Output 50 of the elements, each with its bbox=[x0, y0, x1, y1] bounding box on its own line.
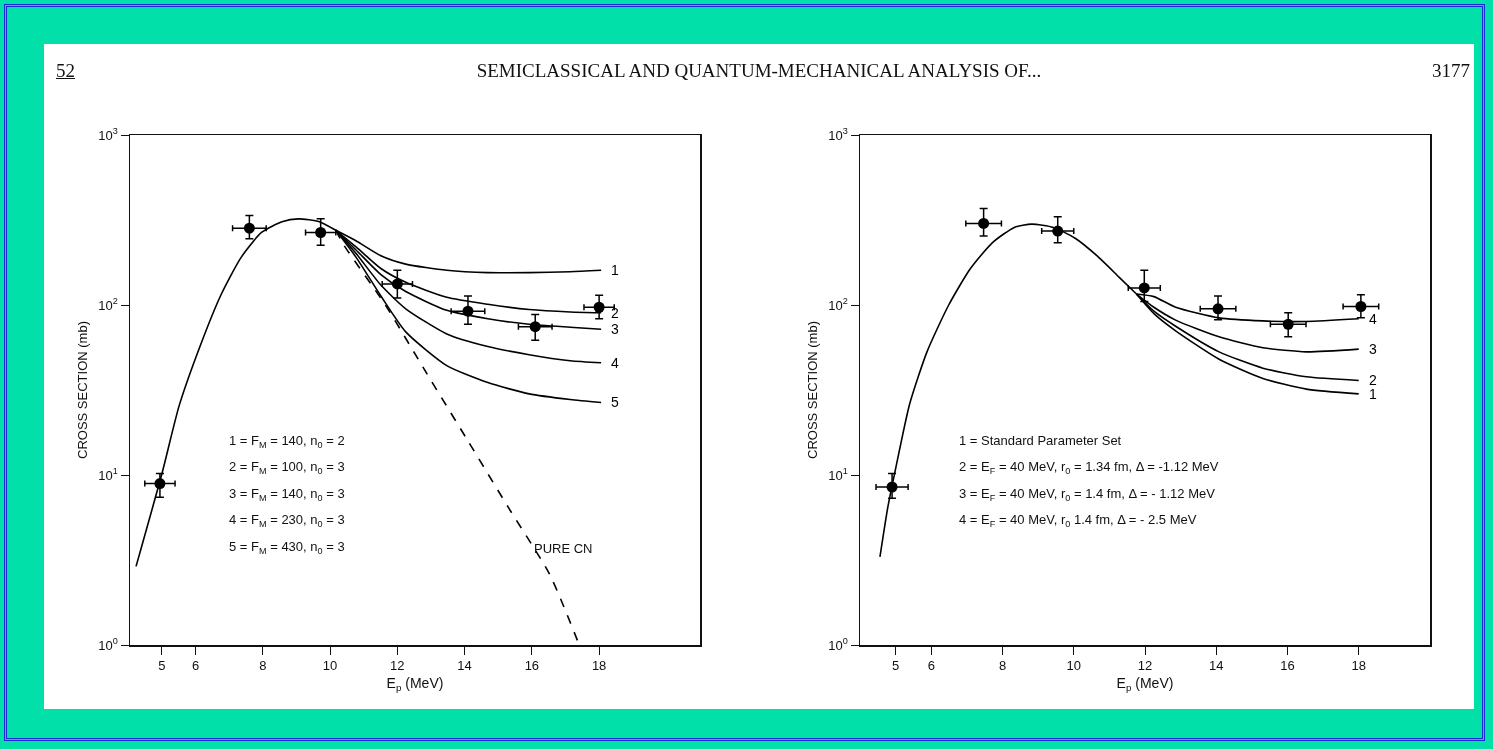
annotation: 4 = E$_{F}$ = 40 MeV, r$_{0}$ 1.4 fm, Δ = - 2.5 MeV bbox=[959, 512, 1197, 529]
x-tick-label: 5 bbox=[158, 658, 166, 674]
annotation: 3 = F$_{M}$ = 140, n$_{0}$ = 3 bbox=[229, 486, 345, 503]
series-label: 3 bbox=[1369, 341, 1377, 357]
y-tick-label: 10$^{2}$ bbox=[828, 296, 848, 313]
x-tick-label: 12 bbox=[1137, 658, 1153, 674]
series-label: 3 bbox=[611, 321, 619, 337]
x-axis-title: E$_{p}$ (MeV) bbox=[1116, 675, 1174, 694]
series-label: 1 bbox=[611, 262, 619, 278]
x-tick-label: 14 bbox=[457, 658, 472, 674]
annotation: 3 = E$_{F}$ = 40 MeV, r$_{0}$ = 1.4 fm, Δ = - 1.12 MeV bbox=[959, 486, 1216, 503]
series-label: 2 bbox=[1369, 372, 1377, 388]
series-label: 2 bbox=[611, 305, 619, 321]
x-tick-label: 10 bbox=[322, 658, 338, 674]
y-tick-label: 10$^{1}$ bbox=[98, 466, 118, 483]
y-axis-title: CROSS SECTION (mb) bbox=[804, 321, 820, 459]
annotation: 5 = F$_{M}$ = 430, n$_{0}$ = 3 bbox=[229, 539, 345, 556]
x-tick-label: 8 bbox=[259, 658, 267, 674]
series-label: 5 bbox=[611, 394, 619, 410]
annotation: PURE CN bbox=[534, 541, 593, 556]
y-tick-label: 10$^{0}$ bbox=[828, 636, 848, 653]
y-axis-title: CROSS SECTION (mb) bbox=[74, 321, 90, 459]
y-tick-label: 10$^{3}$ bbox=[828, 126, 848, 143]
series-label: 4 bbox=[611, 355, 619, 371]
x-tick-label: 8 bbox=[998, 658, 1007, 674]
x-tick-label: 16 bbox=[1280, 658, 1295, 674]
y-tick-label: 10$^{2}$ bbox=[98, 296, 118, 313]
annotation: 2 = E$_{F}$ = 40 MeV, r$_{0}$ = 1.34 fm, Δ = -1.12 MeV bbox=[959, 459, 1219, 476]
y-tick-label: 10$^{3}$ bbox=[98, 126, 118, 143]
x-tick-label: 10 bbox=[1066, 658, 1081, 674]
annotation: 1 = F$_{M}$ = 140, n$_{0}$ = 2 bbox=[229, 433, 345, 450]
x-tick-label: 12 bbox=[390, 658, 405, 674]
x-tick-label: 18 bbox=[591, 658, 607, 674]
annotation: 2 = F$_{M}$ = 100, n$_{0}$ = 3 bbox=[229, 459, 345, 476]
text: SEMICLASSICAL AND QUANTUM-MECHANICAL ANALYSIS OF... bbox=[476, 60, 1042, 81]
x-tick-label: 6 bbox=[927, 658, 935, 674]
x-tick-label: 14 bbox=[1209, 658, 1224, 674]
annotation: 1 = Standard Parameter Set bbox=[959, 433, 1122, 448]
series-label: 4 bbox=[1369, 311, 1377, 327]
text: 52 bbox=[56, 60, 75, 82]
text: 3177 bbox=[1432, 60, 1470, 82]
y-tick-label: 10$^{1}$ bbox=[828, 466, 848, 483]
x-tick-label: 6 bbox=[191, 658, 200, 674]
x-tick-label: 5 bbox=[892, 658, 900, 674]
y-tick-label: 10$^{0}$ bbox=[98, 636, 118, 653]
x-tick-label: 16 bbox=[524, 658, 540, 674]
annotation: 4 = F$_{M}$ = 230, n$_{0}$ = 3 bbox=[229, 512, 345, 529]
series-label: 1 bbox=[1369, 386, 1377, 402]
x-axis-title: E$_{p}$ (MeV) bbox=[386, 675, 444, 694]
x-tick-label: 18 bbox=[1351, 658, 1366, 674]
